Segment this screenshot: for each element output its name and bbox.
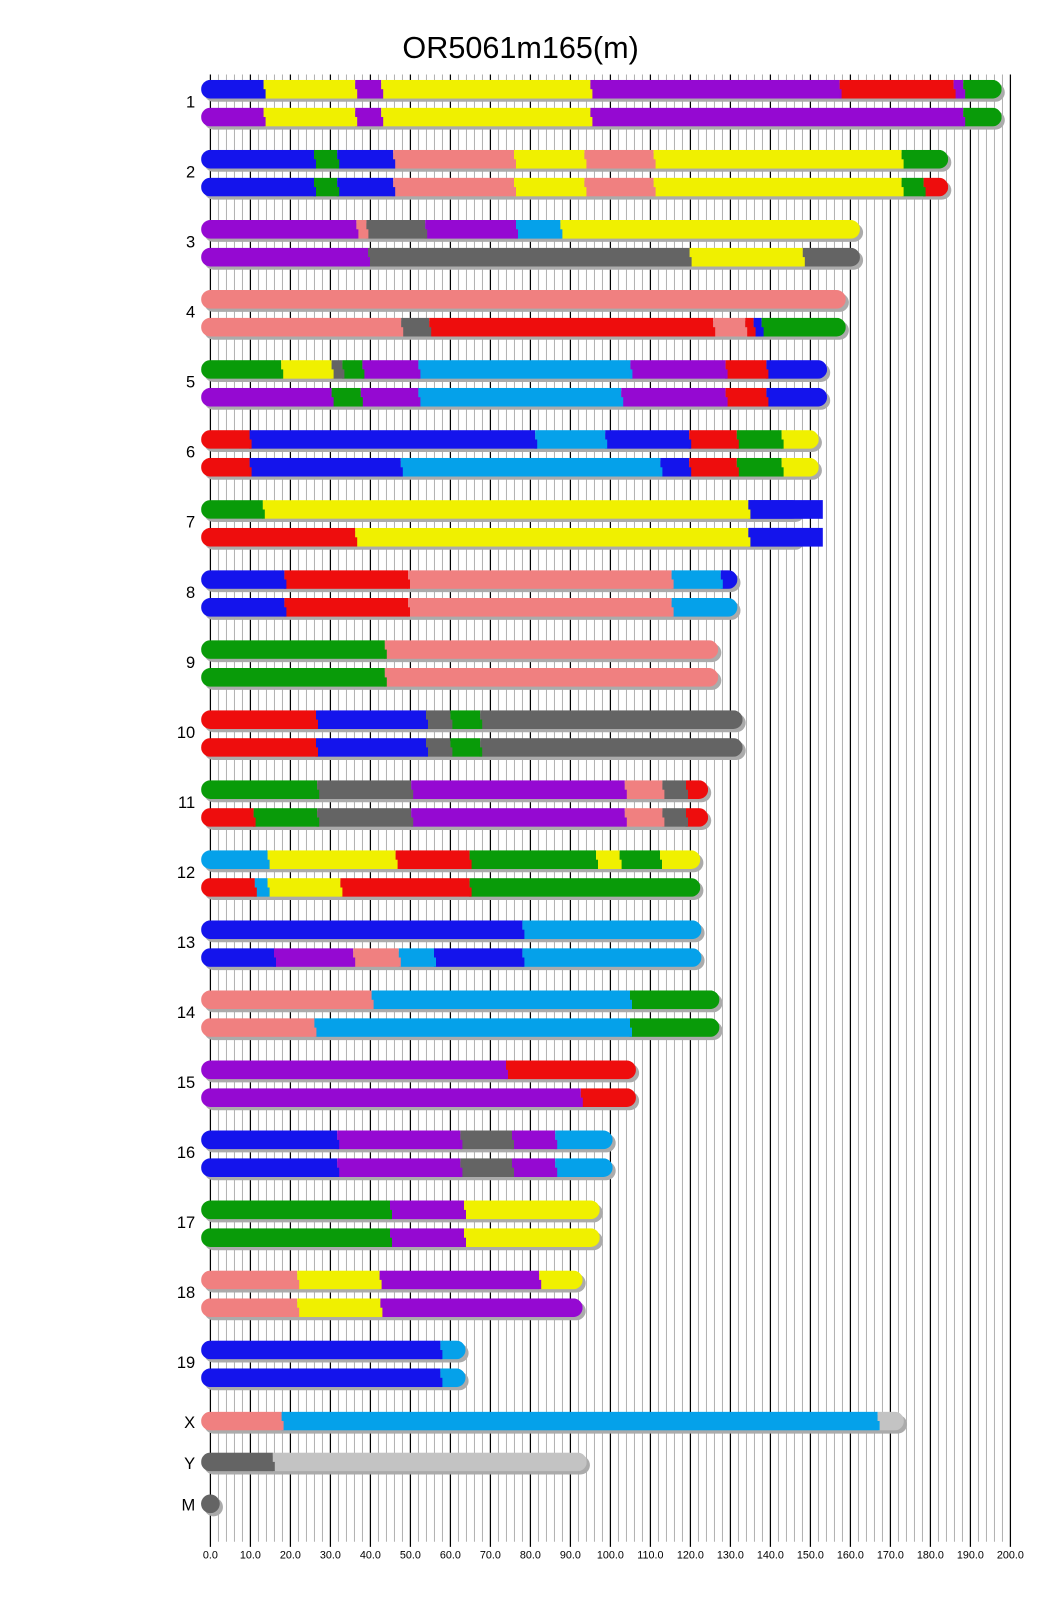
svg-text:15: 15 <box>177 1074 195 1092</box>
svg-text:110.0: 110.0 <box>637 1550 663 1562</box>
svg-text:3: 3 <box>186 234 195 252</box>
svg-text:13: 13 <box>177 934 195 952</box>
svg-text:5: 5 <box>186 374 195 392</box>
svg-text:160.0: 160.0 <box>837 1550 864 1562</box>
svg-text:10: 10 <box>177 724 195 742</box>
svg-text:130.0: 130.0 <box>717 1550 744 1562</box>
svg-text:12: 12 <box>177 864 195 882</box>
svg-text:2: 2 <box>186 164 195 182</box>
svg-text:50.0: 50.0 <box>400 1550 421 1562</box>
svg-text:200.0: 200.0 <box>997 1550 1024 1562</box>
svg-text:140.0: 140.0 <box>757 1550 784 1562</box>
svg-text:80.0: 80.0 <box>520 1550 541 1562</box>
svg-text:14: 14 <box>177 1004 195 1022</box>
svg-text:11: 11 <box>178 794 195 812</box>
svg-text:7: 7 <box>186 514 195 532</box>
svg-text:M: M <box>181 1497 195 1515</box>
svg-text:60.0: 60.0 <box>440 1550 461 1562</box>
svg-text:190.0: 190.0 <box>957 1550 984 1562</box>
svg-text:16: 16 <box>177 1144 195 1162</box>
svg-text:9: 9 <box>186 654 195 672</box>
svg-text:20.0: 20.0 <box>280 1550 301 1562</box>
svg-text:170.0: 170.0 <box>877 1550 904 1562</box>
svg-text:18: 18 <box>177 1284 195 1302</box>
svg-text:Y: Y <box>184 1455 195 1473</box>
svg-text:100.0: 100.0 <box>597 1550 624 1562</box>
svg-text:1: 1 <box>186 94 195 112</box>
svg-text:150.0: 150.0 <box>797 1550 824 1562</box>
svg-text:40.0: 40.0 <box>360 1550 381 1562</box>
svg-text:17: 17 <box>177 1214 195 1232</box>
svg-text:19: 19 <box>177 1354 195 1372</box>
svg-text:10.0: 10.0 <box>240 1550 261 1562</box>
svg-text:30.0: 30.0 <box>320 1550 341 1562</box>
svg-text:6: 6 <box>186 444 195 462</box>
svg-text:120.0: 120.0 <box>677 1550 704 1562</box>
svg-text:70.0: 70.0 <box>480 1550 501 1562</box>
svg-text:180.0: 180.0 <box>917 1550 944 1562</box>
svg-text:0.0: 0.0 <box>203 1550 218 1562</box>
svg-text:4: 4 <box>186 304 195 322</box>
svg-text:OR5061m165(m): OR5061m165(m) <box>402 31 638 65</box>
svg-text:8: 8 <box>186 584 195 602</box>
svg-text:90.0: 90.0 <box>560 1550 581 1562</box>
svg-text:X: X <box>184 1414 195 1432</box>
